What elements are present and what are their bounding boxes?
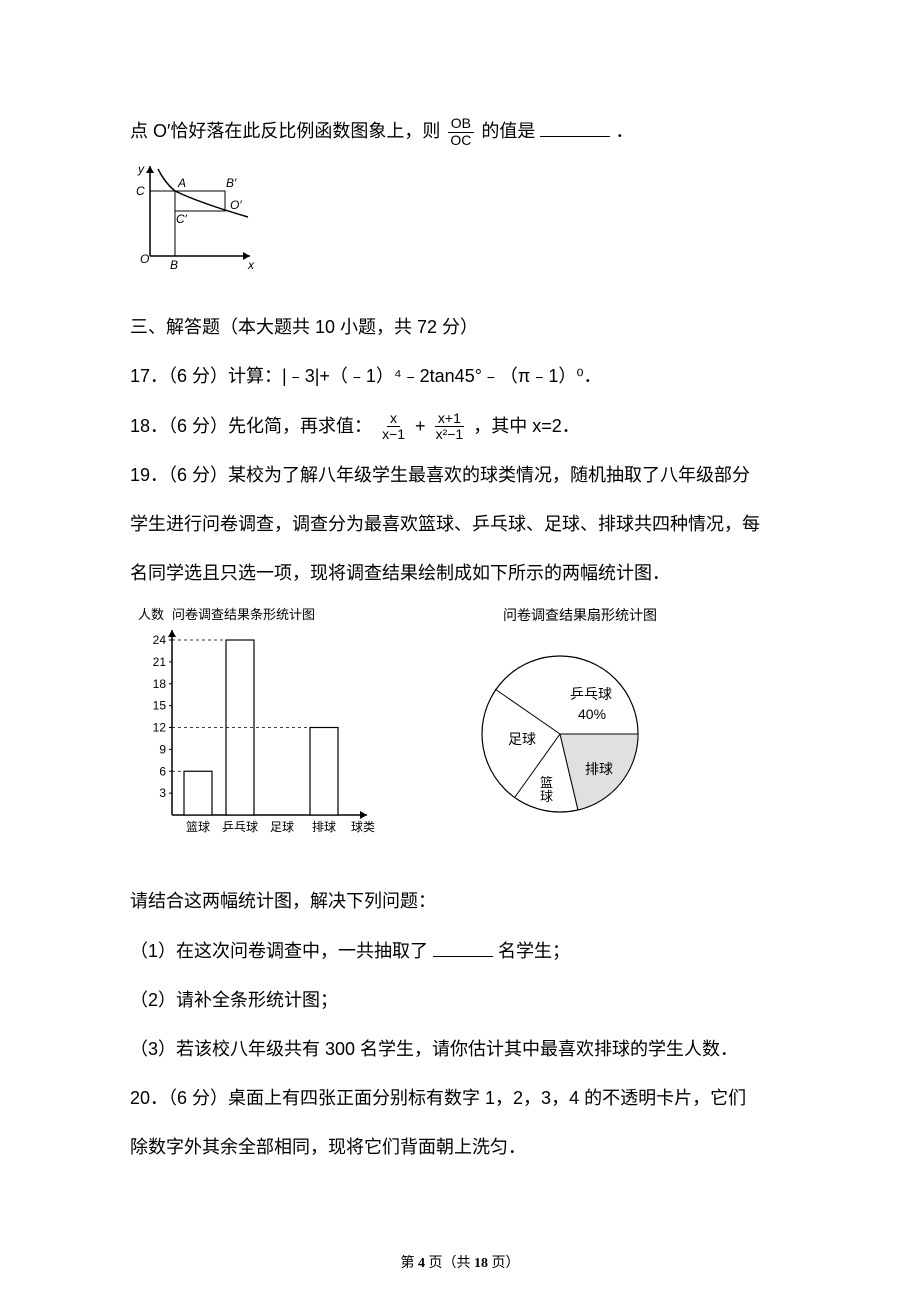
- q19-l1: 19．（6 分）某校为了解八年级学生最喜欢的球类情况，随机抽取了八年级部分: [130, 454, 790, 497]
- q16-label-C: C: [136, 184, 145, 198]
- q16-before: 点 O′恰好落在此反比例函数图象上，则: [130, 121, 440, 141]
- q18-text: 18．（6 分）先化简，再求值： x x−1 + x+1 x²−1 ，其中 x=…: [130, 405, 790, 448]
- q20-l1: 20．（6 分）桌面上有四张正面分别标有数字 1，2，3，4 的不透明卡片，它们: [130, 1077, 790, 1120]
- pie-label-pingpong: 乒乓球: [570, 686, 612, 702]
- svg-text:排球: 排球: [312, 820, 336, 834]
- q16-graph-svg: O x y A B B′ C C′ O′: [130, 161, 260, 271]
- q16-label-Oprime: O′: [230, 198, 242, 212]
- q19-sub1a: （1）在这次问卷调查中，一共抽取了: [130, 941, 428, 961]
- q16-graph: O x y A B B′ C C′ O′: [130, 161, 790, 276]
- pie-chart-title: 问卷调查结果扇形统计图: [450, 605, 710, 625]
- svg-text:人数: 人数: [138, 607, 164, 622]
- q19-l3: 名同学选且只选一项，现将调查结果绘制成如下所示的两幅统计图．: [130, 552, 790, 595]
- svg-text:24: 24: [153, 633, 167, 647]
- q18-prefix: 18．（6 分）先化简，再求值：: [130, 416, 372, 436]
- q19-subheader: 请结合这两幅统计图，解决下列问题：: [130, 880, 790, 923]
- q19-charts: 人数问卷调查结果条形统计图3691215182124篮球乒乓球足球排球球类 问卷…: [130, 605, 790, 860]
- svg-text:21: 21: [153, 655, 167, 669]
- footer-e: 页）: [488, 1256, 520, 1271]
- pie-label-pingpong-pct: 40%: [578, 706, 606, 722]
- bar-chart-svg: 人数问卷调查结果条形统计图 3 6 9 12 15 18 21 24 篮球乒乓球足球 排球 球类: [130, 605, 390, 855]
- footer-c: 页（共: [425, 1256, 474, 1271]
- q16-frac-num: OB: [448, 116, 474, 132]
- pie-label-football: 足球: [508, 731, 536, 747]
- q18-plus: +: [415, 416, 426, 436]
- q16-blank: [540, 119, 610, 137]
- q19-sub3: （3）若该校八年级共有 300 名学生，请你估计其中最喜欢排球的学生人数．: [130, 1028, 790, 1071]
- footer-b: 4: [418, 1256, 425, 1271]
- pie-chart: 问卷调查结果扇形统计图 乒乓球 40% 足球 排球 篮 球: [450, 605, 710, 860]
- bar-chart: 人数问卷调查结果条形统计图 3 6 9 12 15 18 21 24 篮球乒乓球足球 排球 球类: [130, 605, 390, 860]
- q16-after: 的值是: [481, 121, 535, 141]
- q16-frac-den: OC: [447, 133, 474, 148]
- pie-label-basketball-1: 篮: [540, 775, 553, 790]
- q20-l2: 除数字外其余全部相同，现将它们背面朝上洗匀．: [130, 1126, 790, 1169]
- q18-f1n: x: [387, 411, 400, 427]
- q16-label-Bprime: B′: [226, 176, 237, 190]
- q16-label-A: A: [177, 176, 186, 190]
- svg-text:18: 18: [153, 677, 167, 691]
- q16-text: 点 O′恰好落在此反比例函数图象上，则 OB OC 的值是 ．: [130, 110, 790, 153]
- svg-text:15: 15: [153, 699, 167, 713]
- svg-text:9: 9: [159, 743, 166, 757]
- svg-text:足球: 足球: [270, 820, 294, 834]
- q16-label-Cprime: C′: [176, 212, 188, 226]
- q16-tail: ．: [615, 121, 633, 141]
- q18-f2d: x²−1: [433, 427, 467, 442]
- q16-label-x: x: [247, 258, 255, 271]
- q18-frac2: x+1 x²−1: [433, 411, 467, 443]
- q19-sub1: （1）在这次问卷调查中，一共抽取了 名学生；: [130, 930, 790, 973]
- footer-a: 第: [401, 1256, 419, 1271]
- svg-text:球类: 球类: [351, 820, 375, 834]
- q19-sub1b: 名学生；: [498, 941, 570, 961]
- q19-sub1-blank: [433, 939, 493, 957]
- q16-label-B: B: [170, 258, 178, 271]
- q19-sub2: （2）请补全条形统计图；: [130, 979, 790, 1022]
- q18-f2n: x+1: [435, 411, 464, 427]
- footer-d: 18: [474, 1256, 488, 1271]
- svg-text:3: 3: [159, 786, 166, 800]
- q19-l2: 学生进行问卷调查，调查分为最喜欢篮球、乒乓球、足球、排球共四种情况，每: [130, 503, 790, 546]
- pie-label-basketball-2: 球: [540, 789, 553, 804]
- page-footer: 第 4 页（共 18 页）: [0, 1252, 920, 1272]
- section-3-header: 三、解答题（本大题共 10 小题，共 72 分）: [130, 306, 790, 349]
- q16-label-y: y: [137, 162, 145, 176]
- q18-f1d: x−1: [379, 427, 408, 442]
- q16-fraction: OB OC: [447, 116, 474, 148]
- pie-label-volleyball: 排球: [585, 761, 613, 777]
- pie-chart-svg: 乒乓球 40% 足球 排球 篮 球: [450, 629, 670, 829]
- q17-text: 17．（6 分）计算：|﹣3|+（﹣1）⁴﹣2tan45°﹣（π﹣1）⁰．: [130, 355, 790, 398]
- svg-text:问卷调查结果条形统计图: 问卷调查结果条形统计图: [172, 607, 315, 622]
- q18-frac1: x x−1: [379, 411, 408, 443]
- svg-text:12: 12: [153, 721, 167, 735]
- svg-text:篮球: 篮球: [186, 819, 210, 834]
- q18-suffix: ，其中 x=2．: [473, 416, 580, 436]
- q16-label-O: O: [140, 252, 149, 266]
- svg-text:6: 6: [159, 765, 166, 779]
- svg-text:乒乓球: 乒乓球: [222, 820, 258, 834]
